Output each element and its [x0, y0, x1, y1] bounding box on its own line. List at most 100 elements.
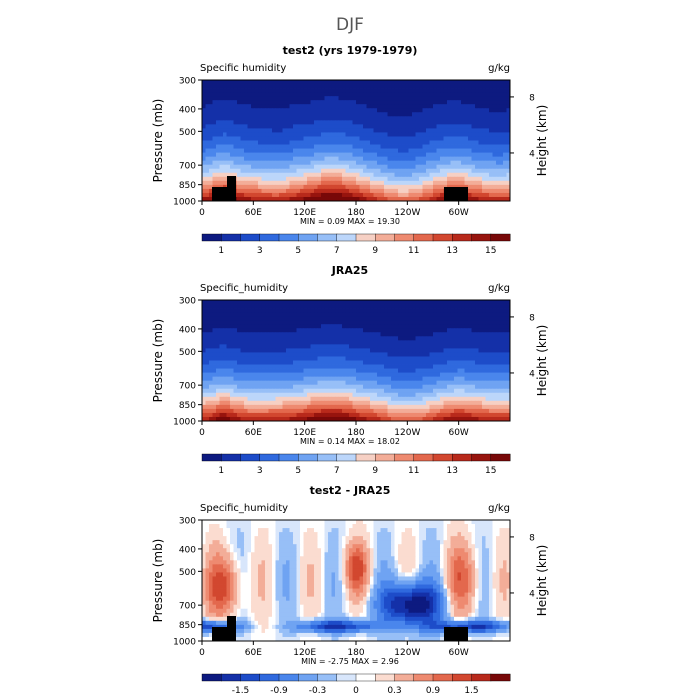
heatmap-cell [265, 400, 269, 406]
heatmap-cell [324, 308, 329, 313]
heatmap-cell [433, 356, 437, 361]
heatmap-cell [401, 300, 406, 305]
heatmap-cell [233, 136, 238, 141]
heatmap-cell [335, 168, 339, 174]
heatmap-cell [419, 320, 423, 325]
heatmap-cell [450, 324, 455, 329]
heatmap-cell [331, 372, 336, 378]
heatmap-cell [496, 136, 500, 141]
heatmap-cell [489, 320, 493, 325]
heatmap-cell [380, 320, 385, 325]
heatmap-cell [303, 120, 308, 125]
heatmap-cell [471, 176, 476, 182]
heatmap-cell [345, 196, 350, 202]
heatmap-cell [377, 96, 381, 101]
heatmap-cell [251, 368, 255, 373]
heatmap-cell [286, 392, 290, 398]
heatmap-cell [370, 400, 374, 406]
heatmap-cell [314, 164, 318, 170]
heatmap-cell [370, 88, 374, 93]
heatmap-cell [233, 336, 238, 341]
heatmap-cell [254, 328, 259, 333]
heatmap-cell [289, 116, 294, 121]
heatmap-cell [464, 372, 469, 378]
heatmap-cell [370, 128, 374, 133]
heatmap-cell [342, 328, 346, 333]
heatmap-cell [307, 92, 311, 97]
heatmap-cell [265, 308, 269, 313]
heatmap-cell [293, 192, 297, 198]
heatmap-cell [426, 116, 430, 121]
heatmap-cell [261, 388, 266, 394]
heatmap-cell [373, 168, 378, 174]
heatmap-cell [251, 124, 255, 129]
heatmap-cell [258, 152, 262, 158]
heatmap-cell [436, 188, 441, 194]
heatmap-cell [422, 104, 427, 109]
heatmap-cell [380, 88, 385, 93]
heatmap-cell [454, 168, 458, 174]
heatmap-cell [415, 128, 420, 133]
heatmap-cell [335, 396, 339, 402]
heatmap-cell [489, 196, 493, 202]
heatmap-cell [219, 140, 224, 145]
heatmap-cell [205, 360, 210, 365]
heatmap-cell [419, 96, 423, 101]
heatmap-cell [373, 396, 378, 402]
heatmap-cell [447, 124, 451, 129]
heatmap-cell [244, 388, 248, 394]
heatmap-cell [202, 132, 206, 137]
heatmap-cell [478, 332, 483, 337]
heatmap-cell [289, 152, 294, 158]
heatmap-cell [429, 360, 434, 365]
heatmap-cell [436, 132, 441, 137]
heatmap-cell [412, 144, 416, 149]
heatmap-cell [331, 348, 336, 353]
heatmap-cell [415, 164, 420, 170]
heatmap-cell [419, 364, 423, 369]
heatmap-cell [349, 144, 353, 149]
heatmap-cell [345, 328, 350, 333]
heatmap-cell [377, 372, 381, 378]
heatmap-cell [387, 392, 392, 398]
heatmap-cell [352, 88, 357, 93]
heatmap-cell [237, 148, 241, 153]
heatmap-cell [205, 184, 210, 190]
heatmap-cell [307, 180, 311, 186]
heatmap-cell [226, 108, 231, 113]
heatmap-cell [307, 324, 311, 329]
heatmap-cell [219, 360, 224, 365]
heatmap-cell [212, 340, 217, 345]
heatmap-cell [296, 328, 301, 333]
heatmap-cell [485, 140, 490, 145]
heatmap-cell [300, 192, 304, 198]
heatmap-cell [303, 384, 308, 390]
heatmap-cell [422, 136, 427, 141]
heatmap-cell [279, 308, 283, 313]
heatmap-cell [398, 148, 402, 153]
heatmap-cell [370, 336, 374, 341]
heatmap-cell [272, 92, 276, 97]
heatmap-cell [405, 356, 409, 361]
heatmap-cell [202, 396, 206, 402]
heatmap-cell [391, 352, 395, 357]
heatmap-cell [328, 340, 332, 345]
heatmap-cell [216, 88, 220, 93]
heatmap-cell [464, 392, 469, 398]
heatmap-cell [300, 180, 304, 186]
heatmap-cell [366, 164, 371, 170]
heatmap-cell [240, 144, 245, 149]
heatmap-cell [212, 372, 217, 378]
heatmap-cell [205, 348, 210, 353]
heatmap-cell [352, 364, 357, 369]
heatmap-cell [482, 120, 486, 125]
heatmap-cell [454, 392, 458, 398]
heatmap-cell [345, 324, 350, 329]
heatmap-cell [384, 140, 388, 145]
heatmap-cell [373, 80, 378, 85]
heatmap-cell [454, 304, 458, 309]
heatmap-cell [485, 168, 490, 174]
heatmap-cell [223, 376, 227, 382]
heatmap-cell [489, 364, 493, 369]
heatmap-cell [475, 192, 479, 198]
